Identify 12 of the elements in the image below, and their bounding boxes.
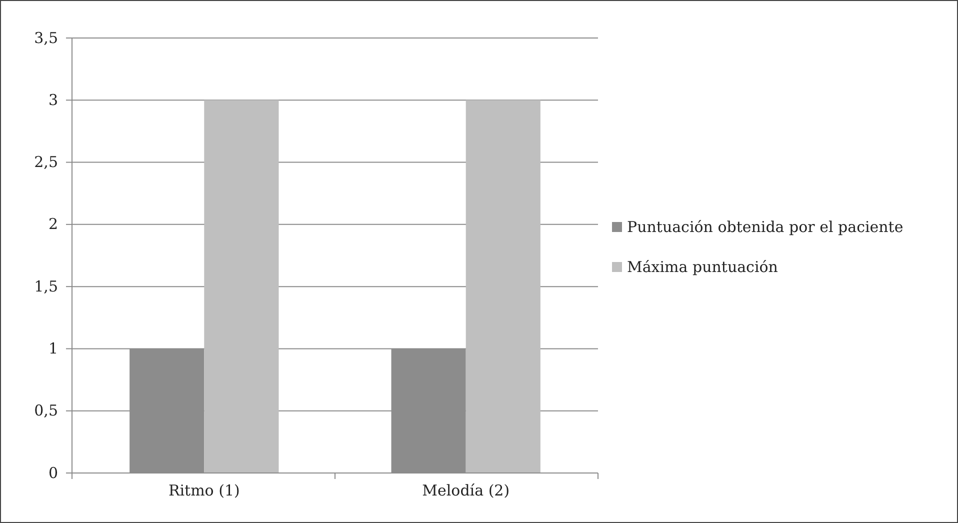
y-tick-label: 0 [48, 464, 58, 482]
legend-label: Puntuación obtenida por el paciente [627, 218, 904, 236]
y-tick-label: 1 [48, 340, 58, 358]
y-tick-label: 0,5 [34, 402, 58, 420]
y-tick-label: 1,5 [34, 277, 58, 296]
y-tick-label: 2,5 [34, 153, 58, 172]
x-tick-label: Melodía (2) [422, 482, 510, 500]
y-tick-label: 3 [48, 90, 58, 109]
legend-label: Máxima puntuación [627, 258, 778, 276]
y-tick-label: 2 [48, 215, 58, 234]
x-tick-label: Ritmo (1) [168, 482, 240, 500]
y-tick-label: 3,5 [34, 28, 58, 47]
